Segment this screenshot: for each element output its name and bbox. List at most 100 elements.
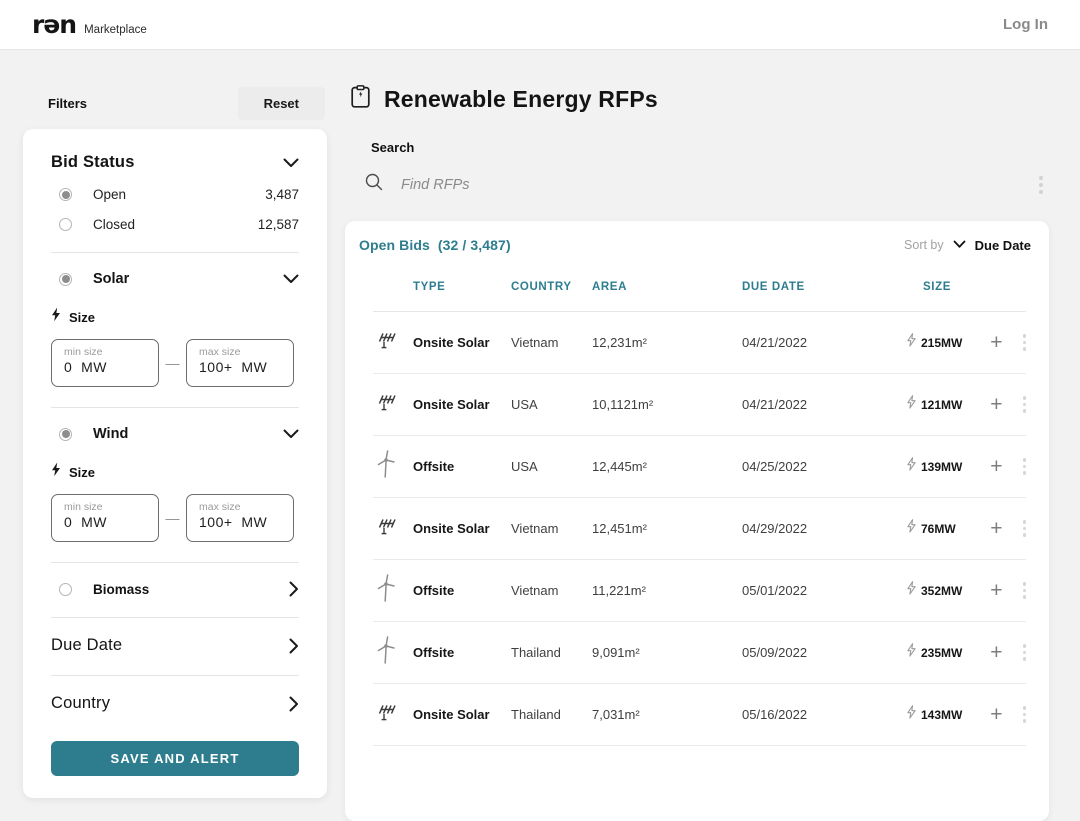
chevron-down-icon[interactable] [283,158,299,168]
rfp-due-date: 05/09/2022 [742,645,808,660]
rfp-size: 76MW [921,521,956,536]
column-header-country[interactable]: COUNTRY [511,280,572,293]
open-bids-tab[interactable]: Open Bids (32 / 3,487) [359,237,511,253]
solar-min-size-field[interactable] [64,359,148,375]
table-row[interactable]: Onsite Solar Vietnam 12,231m² 04/21/2022… [373,312,1026,374]
solar-panel-icon [375,703,397,727]
solar-max-size-field[interactable] [199,359,283,375]
rfp-type: Offsite [413,583,455,598]
add-bid-button[interactable]: + [990,579,1003,602]
top-bar: rən Marketplace Log In [0,0,1080,50]
bid-status-option-open[interactable]: Open 3,487 [51,187,299,202]
max-size-placeholder: max size [199,501,241,513]
add-bid-button[interactable]: + [990,455,1003,478]
add-bid-button[interactable]: + [990,331,1003,354]
rfp-country: Thailand [511,645,561,660]
option-count: 12,587 [257,217,299,232]
chevron-down-icon[interactable] [283,429,299,439]
bid-status-title: Bid Status [51,153,135,171]
brand-logo[interactable]: rən Marketplace [32,10,147,39]
kebab-menu-icon[interactable] [1035,174,1047,196]
due-date-label: Due Date [51,636,123,654]
rfp-country: Vietnam [511,583,559,598]
sort-by-label: Sort by [904,238,944,252]
max-size-placeholder: max size [199,346,241,358]
column-header-area[interactable]: AREA [592,280,627,293]
chevron-down-icon[interactable] [283,274,299,284]
radio-solar[interactable] [59,272,72,286]
add-bid-button[interactable]: + [990,703,1003,726]
rfp-area: 12,445m² [592,459,647,474]
country-label: Country [51,694,111,712]
rfp-type: Onsite Solar [413,335,490,350]
column-header-due-date[interactable]: DUE DATE [742,280,805,293]
wind-max-size-input[interactable]: max size [186,494,294,542]
rfp-type: Offsite [413,645,455,660]
solar-max-size-input[interactable]: max size [186,339,294,387]
wind-max-size-field[interactable] [199,514,283,530]
save-and-alert-button[interactable]: SAVE AND ALERT [51,741,299,776]
rfp-country: Vietnam [511,335,559,350]
table-row[interactable]: Onsite Solar Vietnam 12,451m² 04/29/2022… [373,498,1026,560]
table-row[interactable]: Offsite Vietnam 11,221m² 05/01/2022 352M… [373,560,1026,622]
row-kebab-menu-icon[interactable] [1022,334,1026,351]
min-size-placeholder: min size [64,501,103,513]
row-kebab-menu-icon[interactable] [1022,396,1026,413]
table-row[interactable]: Onsite Solar Thailand 7,031m² 05/16/2022… [373,684,1026,746]
row-kebab-menu-icon[interactable] [1022,520,1026,537]
logo-wordmark: rən [32,10,77,39]
rfp-due-date: 04/25/2022 [742,459,808,474]
lightning-icon [907,643,916,662]
add-bid-button[interactable]: + [990,517,1003,540]
chevron-right-icon[interactable] [289,638,299,654]
bid-status-option-closed[interactable]: Closed 12,587 [51,217,299,232]
wind-turbine-icon [375,635,399,670]
filters-title: Filters [48,96,88,111]
solar-label: Solar [93,271,130,287]
search-icon [365,173,383,196]
search-label: Search [371,140,415,155]
solar-min-size-input[interactable]: min size [51,339,159,387]
chevron-right-icon[interactable] [289,581,299,597]
search-input[interactable] [401,176,901,193]
clipboard-icon [351,85,370,113]
range-separator: — [165,510,180,526]
row-kebab-menu-icon[interactable] [1022,706,1026,723]
country-filter[interactable]: Country [51,694,299,713]
wind-min-size-input[interactable]: min size [51,494,159,542]
radio-wind[interactable] [59,427,72,441]
solar-panel-icon [375,331,397,355]
rfp-size: 235MW [921,645,963,660]
rfp-area: 7,031m² [592,707,640,722]
rfp-area: 10,1121m² [592,397,654,412]
column-header-size[interactable]: SIZE [923,280,951,293]
table-row[interactable]: Onsite Solar USA 10,1121m² 04/21/2022 12… [373,374,1026,436]
reset-button[interactable]: Reset [237,87,325,120]
biomass-filter-header[interactable]: Biomass [51,581,299,597]
sort-control[interactable]: Sort by Due Date [904,236,1031,254]
row-kebab-menu-icon[interactable] [1022,644,1026,661]
due-date-filter[interactable]: Due Date [51,636,299,655]
radio-biomass[interactable] [59,582,72,596]
add-bid-button[interactable]: + [990,393,1003,416]
table-row[interactable]: Offsite USA 12,445m² 04/25/2022 139MW + [373,436,1026,498]
wind-filter-header[interactable]: Wind [51,426,299,442]
table-row[interactable]: Offsite Thailand 9,091m² 05/09/2022 235M… [373,622,1026,684]
rfp-country: Thailand [511,707,561,722]
bid-status-header[interactable]: Bid Status [51,153,299,172]
chevron-right-icon[interactable] [289,696,299,712]
rfp-size: 352MW [921,583,963,598]
row-kebab-menu-icon[interactable] [1022,458,1026,475]
row-kebab-menu-icon[interactable] [1022,582,1026,599]
logo-suffix: Marketplace [84,24,147,36]
radio-open[interactable] [59,188,72,201]
column-header-type[interactable]: TYPE [413,280,446,293]
search-bar [365,173,1049,196]
login-link[interactable]: Log In [1003,16,1048,33]
radio-closed[interactable] [59,218,72,231]
wind-min-size-field[interactable] [64,514,148,530]
option-label: Open [93,187,127,202]
add-bid-button[interactable]: + [990,641,1003,664]
solar-filter-header[interactable]: Solar [51,271,299,287]
page-title: Renewable Energy RFPs [384,85,658,112]
